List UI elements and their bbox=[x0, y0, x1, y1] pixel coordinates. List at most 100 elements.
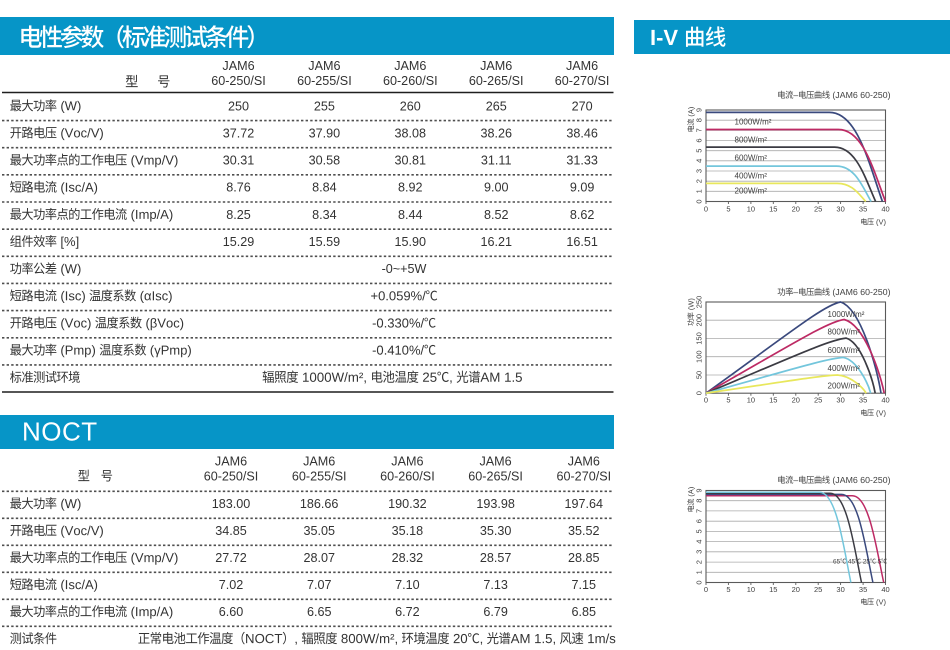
svg-text:16.51: 16.51 bbox=[566, 235, 598, 249]
svg-text:9: 9 bbox=[695, 108, 704, 112]
svg-text:JAM6: JAM6 bbox=[479, 454, 511, 468]
svg-text:31.11: 31.11 bbox=[481, 154, 512, 168]
svg-text:8.62: 8.62 bbox=[570, 208, 595, 222]
svg-text:9.00: 9.00 bbox=[484, 181, 509, 195]
svg-text:200W/m²: 200W/m² bbox=[828, 382, 861, 391]
svg-text:30.58: 30.58 bbox=[309, 154, 341, 168]
svg-text:40: 40 bbox=[881, 205, 889, 214]
svg-text:60-265/SI: 60-265/SI bbox=[468, 469, 523, 483]
svg-text:0: 0 bbox=[704, 585, 708, 594]
svg-text:JAM6: JAM6 bbox=[303, 454, 335, 468]
svg-text:60-270/SI: 60-270/SI bbox=[555, 74, 610, 88]
svg-text:6.85: 6.85 bbox=[572, 605, 597, 619]
svg-text:10: 10 bbox=[747, 205, 755, 214]
svg-text:1: 1 bbox=[695, 189, 704, 193]
svg-text:6.65: 6.65 bbox=[307, 605, 332, 619]
svg-text:40: 40 bbox=[881, 585, 889, 594]
svg-text:0: 0 bbox=[695, 391, 704, 395]
svg-text:9.09: 9.09 bbox=[570, 181, 595, 195]
svg-text:20: 20 bbox=[792, 585, 800, 594]
svg-text:37.72: 37.72 bbox=[223, 126, 255, 140]
svg-text:190.32: 190.32 bbox=[388, 497, 427, 511]
svg-text:6.79: 6.79 bbox=[483, 605, 508, 619]
svg-text:255: 255 bbox=[314, 99, 335, 113]
svg-text:31.33: 31.33 bbox=[566, 154, 598, 168]
svg-text:800W/m²: 800W/m² bbox=[828, 328, 861, 337]
svg-text:37.90: 37.90 bbox=[309, 126, 341, 140]
svg-text:1000W/m²: 1000W/m² bbox=[735, 118, 772, 127]
svg-text:60-255/SI: 60-255/SI bbox=[292, 469, 347, 483]
svg-text:3: 3 bbox=[695, 169, 704, 173]
svg-text:7: 7 bbox=[695, 509, 704, 513]
svg-text:3: 3 bbox=[695, 550, 704, 554]
svg-text:10: 10 bbox=[747, 585, 755, 594]
svg-text:0: 0 bbox=[695, 580, 704, 584]
svg-text:JAM6: JAM6 bbox=[566, 59, 598, 73]
svg-text:200: 200 bbox=[695, 314, 704, 327]
svg-text:50: 50 bbox=[695, 371, 704, 379]
svg-text:4: 4 bbox=[695, 159, 704, 163]
svg-text:0: 0 bbox=[695, 199, 704, 203]
svg-text:800W/m²: 800W/m² bbox=[735, 136, 768, 145]
svg-text:600W/m²: 600W/m² bbox=[828, 346, 861, 355]
svg-text:150: 150 bbox=[695, 332, 704, 345]
svg-text:30.31: 30.31 bbox=[223, 154, 255, 168]
svg-text:7: 7 bbox=[695, 128, 704, 132]
svg-text:193.98: 193.98 bbox=[476, 497, 515, 511]
svg-text:400W/m²: 400W/m² bbox=[828, 364, 861, 373]
svg-text:35.05: 35.05 bbox=[303, 524, 335, 538]
svg-text:40: 40 bbox=[881, 396, 889, 405]
svg-text:JAM6: JAM6 bbox=[394, 59, 426, 73]
svg-text:NOCT: NOCT bbox=[22, 417, 98, 447]
svg-text:25: 25 bbox=[814, 396, 822, 405]
svg-text:270: 270 bbox=[572, 99, 593, 113]
svg-text:-0~+5W: -0~+5W bbox=[382, 262, 427, 276]
svg-text:100: 100 bbox=[695, 350, 704, 363]
svg-text:30: 30 bbox=[836, 585, 844, 594]
svg-text:8.84: 8.84 bbox=[312, 181, 337, 195]
svg-text:8.34: 8.34 bbox=[312, 208, 337, 222]
svg-text:JAM6: JAM6 bbox=[391, 454, 423, 468]
svg-text:28.57: 28.57 bbox=[480, 551, 512, 565]
svg-text:8.25: 8.25 bbox=[226, 208, 251, 222]
svg-text:8.92: 8.92 bbox=[398, 181, 423, 195]
svg-text:6: 6 bbox=[695, 519, 704, 523]
svg-text:38.26: 38.26 bbox=[480, 126, 512, 140]
svg-text:197.64: 197.64 bbox=[565, 497, 604, 511]
svg-text:16.21: 16.21 bbox=[480, 235, 512, 249]
svg-text:4: 4 bbox=[695, 540, 704, 544]
svg-text:20: 20 bbox=[792, 205, 800, 214]
svg-text:60-270/SI: 60-270/SI bbox=[556, 469, 611, 483]
svg-text:5: 5 bbox=[695, 529, 704, 533]
svg-text:8.52: 8.52 bbox=[484, 208, 509, 222]
svg-text:8.44: 8.44 bbox=[398, 208, 423, 222]
svg-text:60-260/SI: 60-260/SI bbox=[383, 74, 438, 88]
svg-text:5: 5 bbox=[726, 585, 730, 594]
svg-text:400W/m²: 400W/m² bbox=[735, 172, 768, 181]
svg-text:28.85: 28.85 bbox=[568, 551, 600, 565]
svg-text:250: 250 bbox=[695, 296, 704, 309]
svg-text:15.59: 15.59 bbox=[309, 235, 341, 249]
svg-text:60-260/SI: 60-260/SI bbox=[380, 469, 435, 483]
svg-text:2: 2 bbox=[695, 179, 704, 183]
svg-text:15.29: 15.29 bbox=[223, 235, 255, 249]
svg-text:260: 260 bbox=[400, 99, 421, 113]
svg-text:28.32: 28.32 bbox=[392, 551, 424, 565]
svg-text:35.30: 35.30 bbox=[480, 524, 512, 538]
svg-text:7.15: 7.15 bbox=[572, 578, 597, 592]
svg-text:30: 30 bbox=[836, 396, 844, 405]
svg-text:35: 35 bbox=[859, 585, 867, 594]
svg-text:200W/m²: 200W/m² bbox=[735, 187, 768, 196]
svg-text:60-250/SI: 60-250/SI bbox=[204, 469, 259, 483]
svg-text:10: 10 bbox=[747, 396, 755, 405]
svg-text:15: 15 bbox=[769, 205, 777, 214]
svg-text:60-265/SI: 60-265/SI bbox=[469, 74, 524, 88]
svg-text:35.18: 35.18 bbox=[392, 524, 424, 538]
svg-text:0: 0 bbox=[704, 205, 708, 214]
svg-text:38.08: 38.08 bbox=[395, 126, 427, 140]
svg-text:60-250/SI: 60-250/SI bbox=[211, 74, 266, 88]
svg-text:6: 6 bbox=[695, 138, 704, 142]
svg-text:28.07: 28.07 bbox=[303, 551, 335, 565]
svg-text:5: 5 bbox=[726, 205, 730, 214]
svg-text:265: 265 bbox=[486, 99, 507, 113]
